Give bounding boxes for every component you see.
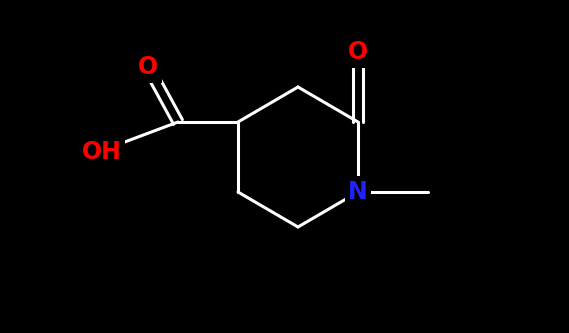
Text: O: O (348, 40, 368, 64)
Text: O: O (138, 55, 158, 79)
Text: N: N (348, 180, 368, 204)
Text: OH: OH (82, 140, 122, 164)
